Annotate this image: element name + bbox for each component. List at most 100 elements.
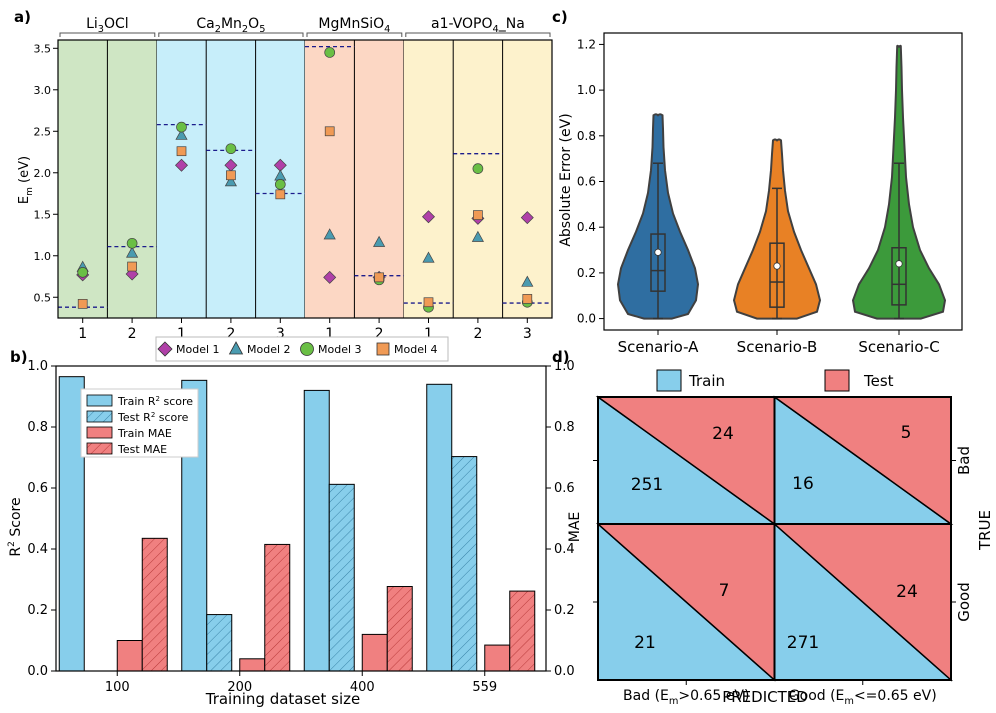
test-mae-bar: [141, 537, 168, 672]
legend-label: Model 4: [394, 343, 438, 356]
y-tick-label: 0.6: [577, 175, 596, 189]
material-label-3: a1-VOPO4_Na: [431, 16, 525, 35]
x-tick-label: 3: [276, 326, 285, 342]
y-tick-label: 1.5: [34, 208, 52, 221]
legend-swatch: [86, 410, 113, 423]
material-label-2: MgMnSiO4: [318, 16, 390, 35]
mean-marker: [895, 260, 903, 268]
legend-model1-marker: [157, 341, 173, 357]
y-tick-label: 3.5: [34, 42, 52, 55]
x-tick-label: Scenario-B: [737, 338, 818, 356]
panel-a-backgrounds: [58, 40, 553, 318]
legend-label: Test R2 score: [117, 411, 189, 424]
panel-c-axes: Scenario-A Scenario-B Scenario-C 0.0 0.2 0.4 0…: [577, 32, 963, 356]
box: [769, 242, 785, 308]
panel-a-points: [76, 47, 534, 313]
model4-point: [176, 146, 187, 157]
x-tick-label: Scenario-C: [858, 338, 939, 356]
model4-point: [423, 297, 434, 308]
material-bracket-0: [59, 32, 156, 37]
test-r2-bar: [206, 614, 233, 672]
panel-d-legend: Train Test: [656, 369, 894, 392]
panel-d-label: d): [552, 348, 570, 366]
x-tick-label: 1: [78, 326, 87, 342]
model4-point: [127, 261, 137, 272]
y-tick-label: 1.2: [577, 37, 596, 51]
train-r2-bar: [303, 389, 330, 672]
panel-b-label: b): [10, 348, 28, 366]
y-tick-label: 0.4: [27, 542, 48, 557]
y-tick-label-right: 0.4: [554, 542, 575, 557]
legend-label: Test MAE: [117, 443, 167, 456]
mean-marker: [773, 262, 781, 270]
y-tick-label-right: 0.0: [554, 664, 575, 679]
x-tick-label: 2: [473, 326, 482, 342]
model4-point: [275, 189, 286, 200]
model3-point: [324, 47, 336, 58]
y-tick-label: 0.8: [577, 129, 596, 143]
x-tick-label: Scenario-A: [618, 338, 700, 356]
model2-point: [224, 175, 237, 187]
model2-point: [323, 228, 336, 240]
material-label-1: Ca2Mn2O5: [196, 16, 265, 35]
panel-a-label: a): [14, 8, 31, 26]
col-label: Bad (Em>0.65 eV): [623, 688, 749, 707]
model3-point: [77, 267, 89, 278]
cell-train-count: 21: [634, 633, 656, 653]
y-tick-label: 3.0: [34, 84, 52, 97]
legend-train-swatch: [656, 369, 682, 392]
panel-b: b) 100 200 400 559 0.0 0.0 0.2 0.2 0.4 0.4 0.6 0.6 0…: [7, 348, 583, 708]
panel-c-ylabel: Absolute Error (eV): [558, 113, 574, 246]
legend-model3-marker: [300, 342, 314, 356]
y-tick-label: 0.0: [577, 312, 596, 326]
train-mae-bar: [239, 658, 266, 672]
box: [650, 233, 666, 292]
legend-label: Train R2 score: [117, 395, 193, 408]
y-tick-label: 1.0: [27, 359, 48, 374]
test-mae-bar: [264, 543, 291, 672]
panel-d-cells: 251 24 16 5 21 7 271 24: [595, 395, 954, 682]
panel-b-ylabel-right: MAE: [567, 512, 583, 543]
material-bracket-3: [405, 32, 551, 37]
model4-point: [522, 294, 533, 304]
y-tick-label: 0.2: [27, 603, 48, 618]
y-tick-label-right: 0.2: [554, 603, 575, 618]
y-tick-label: 2.0: [34, 167, 52, 180]
train-r2-bar: [58, 376, 85, 672]
model3-point: [126, 237, 138, 249]
panel-a-axes: 1 2 1 2 3 1 2 1 2 3 0.5 1.0 1.5 2.0 2.5 3.0 3.5: [34, 39, 553, 342]
cell-test-count: 24: [712, 424, 734, 444]
x-tick-label: 2: [226, 326, 235, 342]
panel-a-ylabel: Em (eV): [17, 156, 35, 204]
panel-d-ylabel: TRUE: [976, 510, 994, 551]
panel-c: c) Scenario-A Scenario-B Scenario-C 0.0 0.2 0…: [552, 8, 963, 356]
legend-test-swatch: [824, 369, 850, 392]
test-r2-bar: [328, 483, 355, 672]
legend-swatch: [86, 442, 113, 455]
x-tick-label: 100: [105, 680, 130, 695]
legend-model4-marker: [376, 342, 390, 356]
x-tick-label: 3: [523, 326, 532, 342]
panel-a-material-brackets: Li3OCl Ca2Mn2O5 MgMnSiO4 a1-VOPO4_Na: [59, 16, 551, 37]
panel-b-frame: [55, 365, 547, 672]
panel-b-xlabel: Training dataset size: [205, 690, 361, 708]
model1-point: [520, 211, 534, 225]
panel-b-axes: 100 200 400 559 0.0 0.0 0.2 0.2 0.4 0.4 0.6 0.6 0.8 0…: [27, 359, 574, 695]
box: [891, 247, 907, 306]
row-label: Good: [955, 582, 973, 622]
y-tick-label-right: 0.8: [554, 420, 575, 435]
cell-train-count: 251: [631, 475, 663, 495]
panel-b-bars: [58, 376, 536, 672]
panel-b-ylabel: R2 Score: [7, 497, 24, 556]
material-bracket-2: [306, 32, 403, 37]
cell-test-count: 7: [719, 581, 730, 601]
material-bg-3: [403, 40, 552, 318]
model3-point: [274, 179, 286, 190]
train-mae-bar: [361, 633, 388, 672]
panel-c-violins: [616, 44, 947, 320]
panel-d: d) Train Test 251 24 16 5 21 7 271 24 Bad (Em>0.…: [552, 348, 994, 707]
x-tick-label: 559: [472, 680, 497, 695]
cell-test-count: 24: [896, 582, 918, 602]
y-tick-label: 0.5: [34, 291, 52, 304]
